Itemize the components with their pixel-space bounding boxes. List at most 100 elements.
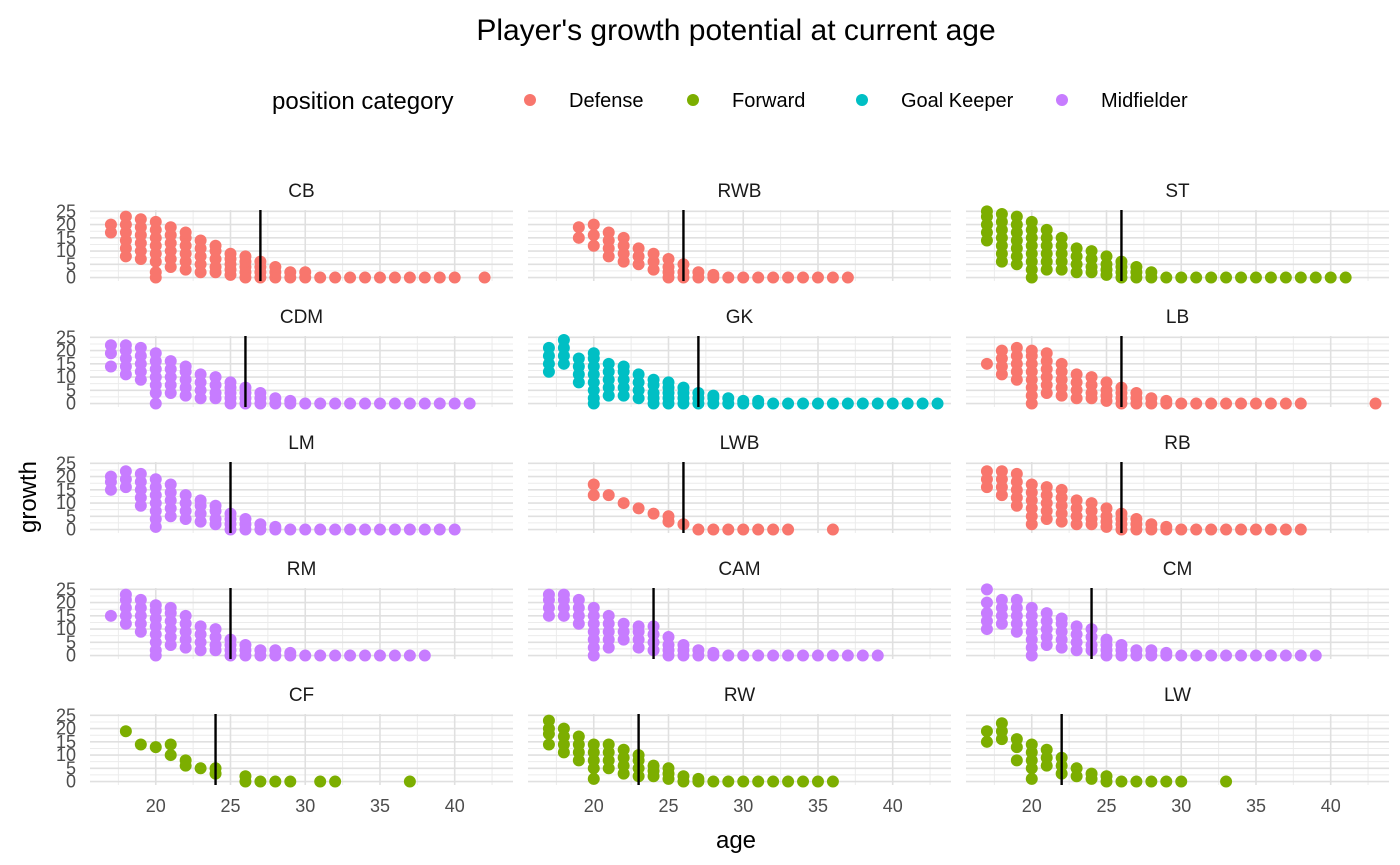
x-tick-label: 35: [808, 796, 828, 816]
legend: position category Defense Forward Goal Kee…: [272, 88, 1188, 115]
data-point: [1145, 266, 1158, 279]
data-point: [239, 250, 252, 263]
data-point: [104, 339, 117, 352]
data-point: [149, 599, 162, 612]
data-point: [602, 489, 615, 502]
data-point: [224, 376, 237, 389]
data-point: [692, 266, 705, 279]
facet-strip-label: RM: [287, 559, 317, 580]
data-point: [1145, 518, 1158, 531]
y-tick-label: 25: [56, 705, 76, 725]
data-point: [782, 649, 795, 662]
facet-strip-label: LW: [1164, 685, 1191, 706]
data-point: [752, 649, 765, 662]
data-point: [344, 523, 357, 536]
data-point: [737, 271, 750, 284]
data-point: [269, 392, 282, 405]
data-point: [722, 523, 735, 536]
data-point: [299, 397, 312, 410]
data-point: [448, 397, 461, 410]
x-tick-label: 25: [658, 796, 678, 816]
data-point: [752, 394, 765, 407]
data-point: [269, 260, 282, 273]
data-points: [104, 465, 461, 536]
data-point: [329, 397, 342, 410]
facet-strip-label: ST: [1165, 181, 1190, 202]
data-point: [542, 341, 555, 354]
data-point: [209, 371, 222, 384]
data-point: [1130, 775, 1143, 788]
data-point: [1294, 271, 1307, 284]
data-point: [980, 357, 993, 370]
y-tick-label: 10: [56, 367, 76, 387]
data-point: [1055, 612, 1068, 625]
data-points: [980, 717, 1233, 788]
data-point: [403, 397, 416, 410]
data-point: [572, 730, 585, 743]
data-point: [134, 593, 147, 606]
data-point: [617, 743, 630, 756]
data-point: [707, 389, 720, 402]
data-point: [841, 397, 854, 410]
legend-entry: Forward: [687, 90, 805, 112]
y-tick-label: 0: [66, 772, 76, 792]
data-point: [617, 360, 630, 373]
facet-panel-lw: LW: [966, 685, 1389, 788]
facet-strip-label: RW: [724, 685, 755, 706]
data-point: [1235, 397, 1248, 410]
data-point: [194, 368, 207, 381]
data-point: [149, 741, 162, 754]
data-point: [254, 518, 267, 531]
y-tick-label: 20: [56, 467, 76, 487]
data-point: [164, 221, 177, 234]
data-point: [662, 376, 675, 389]
x-tick-label: 20: [584, 796, 604, 816]
x-tick-label: 25: [220, 796, 240, 816]
x-tick-label: 40: [445, 796, 465, 816]
y-tick-label: 25: [56, 201, 76, 221]
data-point: [1160, 271, 1173, 284]
data-point: [632, 620, 645, 633]
y-tick-label: 10: [56, 619, 76, 639]
data-point: [662, 510, 675, 523]
data-point: [284, 266, 297, 279]
data-point: [119, 210, 132, 223]
data-point: [1010, 341, 1023, 354]
data-point: [134, 341, 147, 354]
data-point: [1160, 646, 1173, 659]
data-point: [542, 714, 555, 727]
x-axis: 20 25 30 35 40 20 25 30 35 40 20 25 30 35 40: [146, 796, 1341, 816]
data-point: [587, 489, 600, 502]
facet-strip-label: RWB: [718, 181, 762, 202]
data-point: [707, 646, 720, 659]
data-point: [433, 271, 446, 284]
data-point: [1249, 271, 1262, 284]
data-point: [1294, 523, 1307, 536]
data-point: [602, 609, 615, 622]
data-point: [104, 609, 117, 622]
legend-key: [856, 94, 868, 106]
data-point: [767, 271, 780, 284]
data-point: [269, 520, 282, 533]
data-point: [149, 266, 162, 279]
data-point: [782, 775, 795, 788]
chart-title: Player's growth potential at current age: [476, 14, 995, 47]
data-point: [826, 271, 839, 284]
data-point: [269, 775, 282, 788]
data-point: [767, 397, 780, 410]
data-point: [1309, 271, 1322, 284]
data-point: [632, 502, 645, 515]
facet-panel-lb: LB: [966, 307, 1389, 410]
data-point: [418, 649, 431, 662]
data-point: [1025, 772, 1038, 785]
data-point: [1100, 250, 1113, 263]
data-point: [1175, 523, 1188, 536]
data-point: [209, 239, 222, 252]
data-point: [119, 465, 132, 478]
data-point: [478, 271, 491, 284]
legend-key: [524, 94, 536, 106]
data-point: [886, 397, 899, 410]
data-point: [692, 523, 705, 536]
data-point: [194, 620, 207, 633]
data-point: [194, 762, 207, 775]
